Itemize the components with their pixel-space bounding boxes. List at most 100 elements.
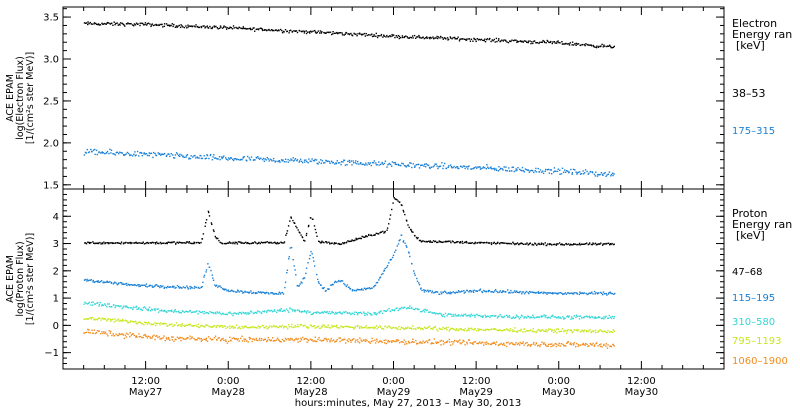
proton-data-point	[297, 325, 300, 328]
proton-data-point	[241, 340, 244, 342]
proton-data-point	[383, 310, 385, 312]
proton-data-point	[357, 238, 359, 240]
proton-data-point	[185, 338, 187, 340]
electron-data-point	[446, 37, 449, 39]
proton-data-point	[199, 311, 202, 313]
proton-data-point	[605, 331, 607, 333]
proton-data-point	[153, 334, 155, 336]
electron-data-point	[517, 167, 519, 169]
electron-data-point	[233, 158, 236, 160]
proton-data-point	[120, 320, 122, 322]
electron-data-point	[88, 22, 90, 25]
proton-data-point	[389, 310, 392, 313]
proton-data-point	[567, 292, 569, 294]
electron-data-point	[603, 44, 605, 46]
proton-data-point	[442, 343, 445, 345]
proton-data-point	[218, 239, 220, 242]
proton-data-point	[388, 325, 390, 327]
proton-data-point	[594, 316, 596, 318]
proton-data-point	[536, 244, 538, 246]
proton-data-point	[563, 345, 565, 347]
proton-data-point	[205, 269, 208, 271]
electron-data-point	[193, 155, 195, 157]
proton-data-point	[467, 329, 469, 331]
electron-data-point	[601, 43, 603, 46]
proton-data-point	[359, 326, 361, 328]
proton-data-point	[199, 287, 201, 289]
proton-data-point	[146, 335, 148, 337]
electron-data-point	[604, 172, 606, 174]
x-axis-label: hours:minutes, May 27, 2013 – May 30, 20…	[295, 398, 521, 409]
proton-data-point	[377, 233, 380, 235]
proton-data-point	[432, 327, 435, 329]
proton-data-point	[317, 338, 319, 341]
proton-data-point	[251, 340, 253, 343]
proton-data-point	[330, 312, 332, 315]
proton-data-point	[514, 343, 516, 346]
electron-data-point	[321, 160, 324, 162]
proton-data-point	[515, 316, 517, 319]
proton-data-point	[330, 338, 332, 340]
electron-data-point	[352, 160, 354, 162]
electron-data-point	[537, 167, 539, 170]
proton-data-point	[527, 316, 530, 318]
electron-data-point	[197, 157, 199, 159]
proton-data-point	[529, 345, 532, 347]
proton-data-point	[335, 281, 338, 283]
proton-data-point	[313, 225, 316, 227]
electron-data-point	[510, 40, 512, 43]
proton-data-point	[566, 330, 568, 332]
electron-data-point	[557, 168, 559, 170]
proton-data-point	[106, 320, 108, 322]
proton-data-point	[513, 330, 516, 332]
proton-data-point	[565, 293, 568, 295]
electron-data-point	[449, 36, 451, 38]
proton-data-point	[577, 344, 580, 346]
proton-data-point	[255, 311, 257, 314]
electron-data-point	[221, 157, 223, 160]
proton-data-point	[266, 241, 268, 243]
proton-data-point	[382, 272, 384, 275]
electron-data-point	[258, 158, 261, 160]
electron-ytick-label: 2.0	[43, 138, 59, 149]
proton-data-point	[216, 311, 218, 313]
proton-data-point	[195, 242, 197, 244]
proton-data-point	[464, 328, 466, 330]
proton-data-point	[265, 311, 268, 313]
proton-data-point	[577, 329, 580, 331]
proton-data-point	[521, 315, 523, 317]
electron-data-point	[419, 37, 421, 39]
proton-data-point	[436, 328, 438, 331]
proton-data-point	[369, 326, 371, 329]
proton-data-point	[301, 282, 303, 284]
proton-data-point	[374, 234, 376, 236]
electron-data-point	[356, 35, 358, 37]
proton-data-point	[586, 343, 588, 345]
electron-data-point	[338, 32, 341, 34]
electron-data-point	[397, 164, 400, 166]
proton-data-point	[333, 281, 336, 284]
electron-data-point	[112, 24, 114, 26]
proton-data-point	[594, 344, 596, 346]
proton-data-point	[573, 315, 575, 317]
proton-data-point	[145, 285, 147, 287]
proton-data-point	[422, 310, 424, 312]
proton-data-point	[365, 235, 367, 237]
proton-data-point	[506, 242, 509, 245]
proton-data-point	[585, 292, 587, 295]
proton-data-point	[116, 334, 119, 337]
proton-data-point	[142, 336, 144, 339]
proton-data-point	[423, 326, 426, 329]
electron-data-point	[593, 46, 595, 48]
proton-data-point	[187, 311, 189, 313]
electron-data-point	[284, 29, 287, 31]
electron-data-point	[282, 159, 284, 161]
proton-data-point	[91, 329, 93, 331]
proton-data-point	[104, 332, 106, 335]
proton-data-point	[550, 292, 553, 294]
proton-data-point	[610, 331, 612, 333]
electron-data-point	[128, 23, 130, 25]
proton-data-point	[344, 284, 346, 286]
proton-data-point	[589, 329, 591, 331]
proton-data-point	[232, 241, 234, 244]
